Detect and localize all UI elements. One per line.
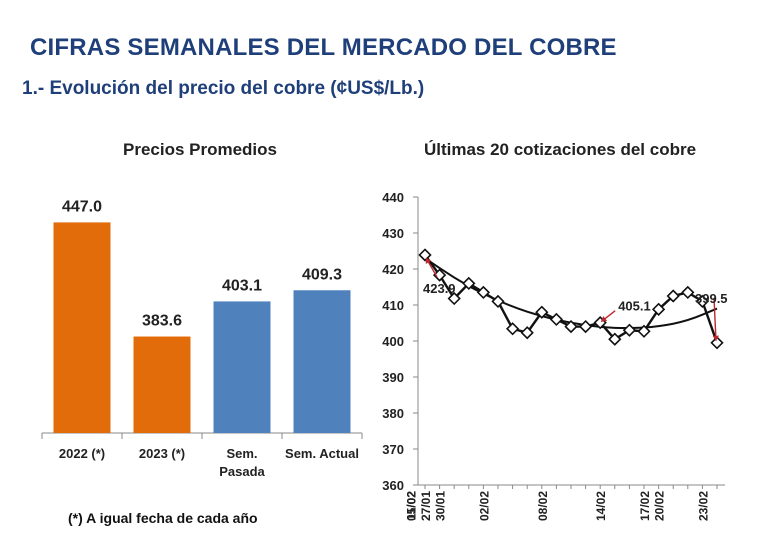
line-chart-y-tick-label: 360 xyxy=(382,478,404,493)
data-point-marker xyxy=(637,324,651,338)
data-point-marker xyxy=(505,322,520,336)
data-point-marker xyxy=(432,268,447,282)
data-point-marker xyxy=(651,302,666,316)
line-chart-x-tick-label: 05/02 xyxy=(404,491,418,521)
page-subtitle: 1.- Evolución del precio del cobre (¢US$… xyxy=(22,78,425,99)
data-point-marker xyxy=(622,323,637,337)
data-point-marker xyxy=(564,319,578,334)
data-point-marker xyxy=(710,336,724,350)
data-point-marker xyxy=(549,312,564,327)
line-chart-x-tick-label: 23/02 xyxy=(696,491,710,521)
data-point-marker xyxy=(476,285,491,300)
line-chart-y-tick-label: 430 xyxy=(382,226,404,241)
page-title: CIFRAS SEMANALES DEL MERCADO DEL COBRE xyxy=(30,34,617,61)
data-point-marker xyxy=(418,248,432,262)
annotation-arrow xyxy=(713,297,717,341)
line-chart-x-tick-label: 14/02 xyxy=(594,491,608,521)
data-point-marker xyxy=(447,291,461,306)
footnote: (*) A igual fecha de cada año xyxy=(68,510,258,526)
data-point-marker xyxy=(520,326,534,340)
bar-value-label: 409.3 xyxy=(302,266,342,283)
data-point-marker xyxy=(681,285,695,300)
line-chart-x-tick-label: 27/01 xyxy=(419,491,433,521)
data-point-marker xyxy=(491,294,505,309)
data-point-marker xyxy=(666,289,680,303)
data-point-marker xyxy=(535,305,549,319)
bar xyxy=(213,301,271,433)
annotation-arrow-head xyxy=(712,335,719,341)
data-point-marker xyxy=(608,332,622,346)
data-point-marker xyxy=(695,294,710,309)
line-chart-x-tick-label: 02/02 xyxy=(477,491,491,521)
line-chart-x-tick-label: 08/02 xyxy=(536,491,550,521)
bar-category-label: 2022 (*) xyxy=(59,446,105,461)
data-point-marker xyxy=(462,276,476,291)
line-chart-y-tick-label: 380 xyxy=(382,406,404,421)
annotation-arrow-head xyxy=(425,257,432,264)
bar-chart-title: Precios Promedios xyxy=(122,140,277,159)
line-chart-y-tick-label: 400 xyxy=(382,334,404,349)
line-chart-y-tick-label: 390 xyxy=(382,370,404,385)
line-chart-title: Últimas 20 cotizaciones del cobre xyxy=(423,140,697,159)
annotation-label: 405.1 xyxy=(618,299,651,314)
line-chart-y-tick-label: 440 xyxy=(382,190,404,205)
annotation-label: 423.9 xyxy=(423,281,456,296)
data-point-marker xyxy=(578,319,593,334)
line-chart-x-tick-label: 30/01 xyxy=(434,491,448,521)
bar-category-label: 2023 (*) xyxy=(139,446,185,461)
bar-category-label: Sem. xyxy=(226,446,257,461)
line-chart-y-tick-label: 420 xyxy=(382,262,404,277)
bar xyxy=(293,290,351,433)
bar-category-label: Pasada xyxy=(219,464,265,479)
bar xyxy=(133,336,191,433)
annotation-label: 399.5 xyxy=(695,291,728,306)
bar-value-label: 403.1 xyxy=(222,277,262,294)
bar-category-label: Sem. Actual xyxy=(285,446,359,461)
line-chart-x-tick-label: 11/02 xyxy=(404,491,418,521)
line-chart-y-tick-label: 370 xyxy=(382,442,404,457)
bar-value-label: 447.0 xyxy=(62,198,102,215)
line-chart-y-tick-label: 410 xyxy=(382,298,404,313)
line-chart-x-tick-label: 17/02 xyxy=(638,491,652,521)
bar-value-label: 383.6 xyxy=(142,313,182,330)
annotation-arrow-head xyxy=(601,315,608,322)
bar xyxy=(53,222,111,433)
line-chart-x-tick-label: 20/02 xyxy=(653,491,667,521)
